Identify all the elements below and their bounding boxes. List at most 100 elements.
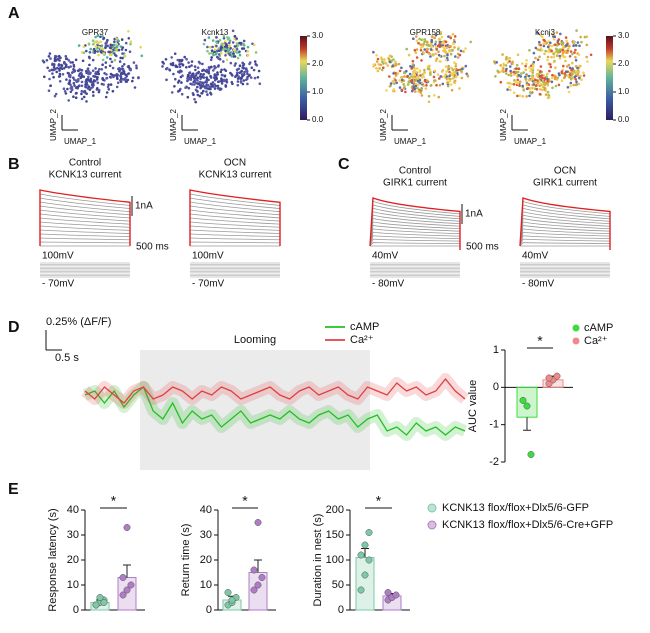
umap-dot xyxy=(555,54,559,57)
umap-dot xyxy=(185,66,188,69)
umap-dot xyxy=(528,66,531,69)
umap-dot xyxy=(228,39,232,42)
umap-dot xyxy=(438,84,442,87)
umap-dot xyxy=(402,87,406,90)
umap-dot xyxy=(219,70,223,74)
umap-dot xyxy=(118,60,122,63)
colorbar-tick-label: 1.0 xyxy=(618,87,630,96)
umap-dot xyxy=(580,40,583,44)
umap-dot xyxy=(531,76,535,79)
umap-dot xyxy=(564,59,567,63)
umap-dot xyxy=(546,77,549,81)
umap-dot xyxy=(546,58,549,62)
umap-dot xyxy=(425,84,428,87)
umap-dot xyxy=(536,81,540,85)
current-trace xyxy=(189,197,281,246)
umap-dot xyxy=(74,96,78,99)
umap-y-label: UMAP_2 xyxy=(169,108,178,141)
umap-dot xyxy=(469,40,473,44)
data-point xyxy=(119,591,127,599)
y-tick-label: 10 xyxy=(67,579,79,591)
umap-dot xyxy=(93,49,97,53)
umap-dot xyxy=(99,47,103,50)
umap-dot xyxy=(427,52,431,55)
umap-dot xyxy=(509,69,512,73)
umap-dot xyxy=(249,76,253,79)
current-trace xyxy=(39,241,131,246)
umap-dot xyxy=(85,49,88,53)
umap-dot xyxy=(415,56,419,59)
umap-dot xyxy=(135,64,138,67)
colorbar-tick-label: 3.0 xyxy=(618,31,630,40)
umap-dot xyxy=(419,91,423,94)
umap-dot xyxy=(90,86,93,90)
umap-dot xyxy=(49,84,52,88)
umap-plot xyxy=(41,30,144,103)
umap-dot xyxy=(427,44,431,47)
umap-dot xyxy=(214,84,218,88)
umap-dot xyxy=(506,61,510,64)
umap-dot xyxy=(109,72,113,76)
umap-dot xyxy=(200,91,203,95)
current-traces xyxy=(519,197,611,250)
umap-dot xyxy=(434,40,438,44)
umap-dot xyxy=(65,57,69,61)
umap-dot xyxy=(190,83,194,86)
umap-dot xyxy=(140,54,144,58)
umap-dot xyxy=(230,72,233,76)
umap-dot xyxy=(540,35,544,38)
umap-dot xyxy=(208,52,211,55)
umap-dot xyxy=(88,51,92,54)
umap-dot xyxy=(236,80,240,83)
y-tick-label: 40 xyxy=(200,504,212,516)
umap-dot xyxy=(101,58,105,62)
umap-dot xyxy=(552,33,555,36)
umap-dot xyxy=(439,75,443,78)
umap-dot xyxy=(212,69,215,72)
umap-dot xyxy=(241,75,244,78)
umap-dot xyxy=(202,42,206,46)
umap-dot xyxy=(415,35,418,38)
umap-dot xyxy=(196,90,199,93)
umap-dot xyxy=(218,80,221,83)
umap-dot xyxy=(62,87,66,90)
umap-dot xyxy=(582,74,586,77)
umap-dot xyxy=(220,68,223,72)
umap-dot xyxy=(454,55,457,58)
data-point xyxy=(254,519,262,526)
umap-dot xyxy=(69,73,72,77)
umap-dot xyxy=(452,71,456,74)
umap-dot xyxy=(192,76,196,80)
bar xyxy=(355,557,375,611)
umap-dot xyxy=(107,88,111,91)
umap-dot xyxy=(501,53,504,56)
umap-dot xyxy=(578,44,581,48)
umap-dot xyxy=(546,90,550,94)
y-axis-label: Duration in nest (s) xyxy=(312,514,324,607)
umap-dot xyxy=(92,79,96,82)
current-trace xyxy=(369,221,461,250)
umap-dot xyxy=(91,69,95,72)
umap-dot xyxy=(85,100,88,103)
voltage-protocol xyxy=(190,262,280,278)
umap-dot xyxy=(187,61,190,64)
umap-dot xyxy=(380,68,384,72)
umap-dot xyxy=(429,71,432,75)
umap-dot xyxy=(497,71,500,74)
umap-dot xyxy=(406,83,410,86)
umap-dot xyxy=(58,72,62,76)
data-point xyxy=(250,586,258,594)
umap-dot xyxy=(225,58,229,62)
current-trace xyxy=(519,231,611,250)
umap-dot xyxy=(80,74,84,78)
umap-dot xyxy=(180,92,184,96)
current-trace xyxy=(369,204,461,250)
umap-dot xyxy=(524,68,528,71)
umap-dot xyxy=(430,38,434,42)
umap-dot xyxy=(505,55,508,59)
umap-dot xyxy=(252,68,256,72)
umap-dot xyxy=(418,69,422,72)
umap-dot xyxy=(530,67,534,71)
umap-dot xyxy=(235,42,239,45)
umap-dot xyxy=(246,53,250,57)
